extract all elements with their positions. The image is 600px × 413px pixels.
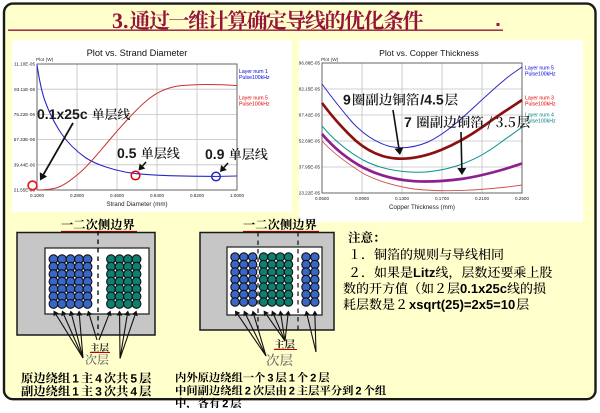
svg-text:Layer num 3: Layer num 3 xyxy=(525,96,554,102)
svg-text:Pulse100kHz: Pulse100kHz xyxy=(525,119,556,125)
svg-text:0.0500: 0.0500 xyxy=(315,196,329,201)
svg-text:82.15E-05: 82.15E-05 xyxy=(299,87,321,92)
svg-text:75.22E-06: 75.22E-06 xyxy=(14,112,36,117)
svg-text:0.0900: 0.0900 xyxy=(355,196,369,201)
svg-text:Plot (W): Plot (W) xyxy=(36,57,54,63)
svg-text:Plot vs. Copper Thickness: Plot vs. Copper Thickness xyxy=(379,48,479,58)
svg-text:93.11E-06: 93.11E-06 xyxy=(14,87,35,92)
svg-text:0.1700: 0.1700 xyxy=(435,196,449,201)
svg-text:Pulse100kHz: Pulse100kHz xyxy=(239,102,270,108)
svg-text:0.8200: 0.8200 xyxy=(190,193,204,198)
svg-text:1.0000: 1.0000 xyxy=(230,193,244,198)
svg-text:23.22E-05: 23.22E-05 xyxy=(299,191,321,196)
svg-text:Pulse100kHz: Pulse100kHz xyxy=(525,72,556,78)
svg-text:0.2100: 0.2100 xyxy=(475,196,489,201)
svg-text:52.69E-05: 52.69E-05 xyxy=(299,139,321,144)
svg-text:0.4600: 0.4600 xyxy=(110,193,124,198)
svg-text:Pulse100kHz: Pulse100kHz xyxy=(239,75,270,81)
svg-text:Strand Diameter (mm): Strand Diameter (mm) xyxy=(106,201,167,208)
svg-text:Layer num 1: Layer num 1 xyxy=(239,69,268,75)
svg-text:0.1000: 0.1000 xyxy=(30,193,44,198)
svg-text:11.10E-05: 11.10E-05 xyxy=(14,62,35,67)
svg-text:57.33E-06: 57.33E-06 xyxy=(14,137,36,142)
svg-text:96.88E-05: 96.88E-05 xyxy=(299,61,321,66)
svg-text:0.1300: 0.1300 xyxy=(395,196,409,201)
svg-text:Layer num 5: Layer num 5 xyxy=(525,66,554,72)
svg-text:0.2800: 0.2800 xyxy=(70,193,84,198)
svg-text:Plot vs. Strand Diameter: Plot vs. Strand Diameter xyxy=(87,48,188,58)
svg-text:Copper Thickness (mm): Copper Thickness (mm) xyxy=(389,204,455,211)
svg-text:0.6400: 0.6400 xyxy=(150,193,164,198)
svg-text:Pulse100kHz: Pulse100kHz xyxy=(525,102,556,108)
svg-text:Layer num 5: Layer num 5 xyxy=(239,96,268,102)
svg-text:37.95E-05: 37.95E-05 xyxy=(299,165,321,170)
svg-text:Layer num 4: Layer num 4 xyxy=(525,113,554,119)
svg-text:67.42E-05: 67.42E-05 xyxy=(299,113,321,118)
svg-text:0.2500: 0.2500 xyxy=(515,196,529,201)
svg-text:Plot (W): Plot (W) xyxy=(321,57,339,63)
svg-text:39.44E-06: 39.44E-06 xyxy=(14,162,36,167)
